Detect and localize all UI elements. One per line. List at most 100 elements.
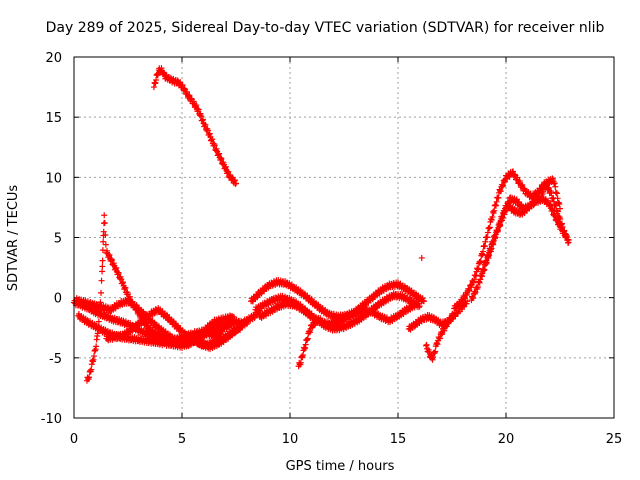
series-band-late-low (405, 298, 471, 333)
data-point (317, 315, 324, 322)
data-point (98, 277, 105, 284)
data-point (492, 234, 499, 241)
data-point (542, 185, 549, 192)
data-point (484, 234, 491, 241)
series-band-c (75, 310, 237, 351)
x-tick-label: 20 (498, 432, 515, 447)
series-band-mid-2 (252, 290, 423, 334)
data-point (98, 289, 104, 296)
data-point (489, 214, 496, 221)
data-point (211, 142, 218, 149)
data-point (419, 295, 426, 302)
data-point (480, 248, 487, 255)
data-point (434, 341, 441, 348)
data-point (552, 183, 559, 190)
data-point (193, 102, 200, 109)
data-point (110, 260, 117, 267)
data-point (548, 190, 555, 197)
data-point (112, 265, 119, 272)
series-outlier (418, 254, 425, 261)
y-tick-label: 0 (54, 292, 62, 307)
data-point (233, 180, 239, 187)
data-point (491, 207, 498, 214)
data-point (420, 298, 427, 305)
data-point (88, 366, 95, 373)
data-point (496, 223, 503, 230)
data-point (104, 247, 111, 254)
data-point (563, 232, 570, 239)
data-point (499, 214, 506, 221)
data-point (102, 241, 109, 248)
series-band-mid-1 (248, 277, 427, 322)
data-point (101, 212, 108, 219)
y-axis-label: SDTVAR / TECUs (6, 185, 21, 292)
grid-lines (74, 57, 614, 418)
data-point (519, 181, 526, 188)
y-tick-label: 15 (45, 111, 62, 126)
data-point (483, 257, 490, 264)
data-point (93, 343, 100, 350)
data-point (550, 198, 557, 205)
data-point (416, 303, 423, 310)
x-axis-label: GPS time / hours (286, 459, 395, 474)
data-point (297, 359, 304, 366)
data-point (479, 270, 486, 277)
data-point (101, 219, 108, 226)
data-point (487, 246, 494, 253)
data-point (230, 313, 237, 320)
x-tick-label: 5 (178, 432, 186, 447)
data-point (181, 85, 188, 92)
data-point (199, 116, 206, 123)
y-axis-ticks: -10 -5 0 5 10 15 20 (41, 51, 614, 427)
data-point (99, 263, 106, 270)
data-point (215, 151, 222, 158)
x-tick-label: 25 (606, 432, 623, 447)
data-point (491, 232, 498, 239)
data-point (199, 117, 206, 124)
data-point (486, 249, 493, 256)
data-point (557, 205, 563, 212)
data-point (488, 216, 495, 223)
data-point (482, 258, 489, 265)
data-point (90, 353, 97, 360)
data-point (501, 211, 508, 218)
series-band-mid-3 (256, 298, 419, 330)
plot-frame (73, 56, 615, 419)
data-point (432, 348, 439, 355)
data-point (195, 106, 202, 113)
data-point (108, 256, 115, 263)
data-point (565, 236, 572, 243)
data-point (115, 270, 122, 277)
data-point (494, 227, 501, 234)
data-point (183, 88, 190, 95)
data-point (418, 254, 425, 261)
data-point (481, 266, 488, 273)
series-band-rise-3 (479, 175, 563, 277)
data-point (225, 168, 232, 175)
data-point (102, 232, 109, 239)
data-point (213, 145, 220, 152)
y-tick-label: -10 (41, 412, 62, 427)
data-point (99, 257, 106, 264)
data-point (484, 229, 491, 236)
data-point (436, 335, 443, 342)
data-point (218, 155, 225, 162)
data-point (179, 81, 186, 88)
y-tick-label: -5 (49, 352, 62, 367)
data-point (122, 284, 129, 291)
data-point (537, 195, 544, 202)
data-point (480, 267, 487, 274)
data-point (186, 92, 193, 99)
data-point (485, 253, 492, 260)
data-point (95, 318, 102, 325)
data-point (211, 140, 218, 147)
x-tick-label: 15 (390, 432, 407, 447)
y-tick-label: 10 (45, 171, 62, 186)
data-point (120, 279, 127, 286)
data-point (99, 247, 106, 254)
data-point (204, 127, 211, 134)
data-point (486, 245, 493, 252)
data-point (516, 178, 523, 185)
data-point (108, 257, 115, 264)
data-point (100, 228, 107, 235)
